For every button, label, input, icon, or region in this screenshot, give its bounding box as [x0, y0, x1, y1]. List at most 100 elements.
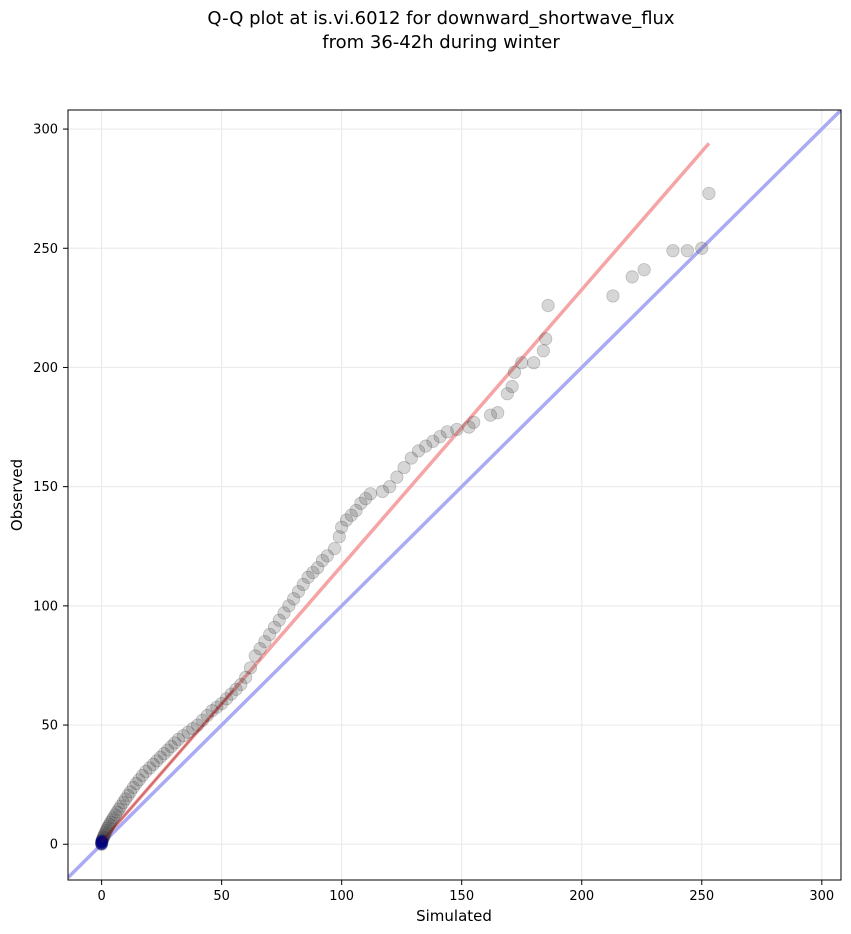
- data-point: [119, 792, 133, 806]
- data-point: [505, 379, 519, 394]
- x-tick-label: 300: [809, 889, 834, 904]
- x-tick-label: 150: [449, 889, 474, 904]
- data-point: [104, 815, 118, 829]
- data-point: [239, 670, 253, 684]
- data-point: [411, 444, 426, 458]
- data-point: [116, 795, 130, 810]
- data-point: [359, 491, 373, 506]
- data-point: [181, 725, 195, 739]
- data-point: [219, 692, 234, 706]
- data-point: [210, 700, 224, 714]
- reference-lines: [68, 110, 841, 879]
- data-point: [702, 186, 716, 201]
- data-point: [680, 244, 694, 258]
- y-tick-label: 200: [33, 361, 58, 376]
- data-point: [126, 780, 140, 795]
- data-point: [272, 613, 286, 627]
- data-point: [515, 356, 529, 370]
- data-point: [301, 570, 315, 584]
- x-tick-label: 50: [213, 889, 230, 904]
- plot-frame: [67, 109, 842, 881]
- data-point-low: [96, 834, 109, 847]
- data-point: [263, 627, 277, 642]
- x-tick-label: 200: [569, 889, 594, 904]
- data-point: [121, 788, 135, 802]
- data-point: [107, 810, 121, 825]
- data-point: [139, 764, 153, 779]
- data-point: [258, 635, 272, 649]
- data-point: [539, 332, 553, 346]
- data-point: [354, 496, 368, 510]
- data-point: [161, 743, 175, 757]
- data-point: [105, 813, 119, 827]
- y-axis-ticks: 0 50 100 150 200 250 300: [33, 123, 68, 853]
- data-point: [507, 365, 522, 379]
- data-point: [200, 708, 214, 723]
- data-point: [215, 696, 229, 711]
- chart-title-line-1: Q-Q plot at is.vi.6012 for downward_shor…: [207, 8, 675, 29]
- data-point: [157, 747, 171, 761]
- data-point: [491, 406, 505, 420]
- data-point: [320, 549, 334, 563]
- data-point: [404, 451, 418, 465]
- data-point: [349, 503, 363, 518]
- data-point: [108, 808, 122, 822]
- data-point: [397, 460, 411, 475]
- data-point: [363, 487, 378, 501]
- data-point: [253, 642, 267, 656]
- data-point: [500, 387, 514, 401]
- data-point: [390, 470, 404, 484]
- data-point: [306, 565, 320, 580]
- data-point: [375, 484, 390, 499]
- data-point: [666, 244, 680, 258]
- data-point: [171, 732, 186, 746]
- identity-line: [68, 110, 841, 879]
- data-point: [315, 553, 330, 568]
- x-tick-label: 250: [689, 889, 714, 904]
- y-tick-label: 150: [33, 480, 58, 495]
- data-point: [101, 820, 115, 834]
- y-tick-label: 0: [50, 838, 58, 853]
- data-point: [176, 729, 190, 743]
- data-point: [462, 420, 476, 434]
- data-point: [483, 408, 498, 422]
- data-point: [277, 606, 291, 620]
- data-point: [527, 356, 541, 370]
- data-point: [335, 520, 349, 534]
- data-point: [229, 682, 243, 696]
- data-point: [419, 439, 433, 453]
- data-point: [100, 821, 114, 836]
- data-point: [606, 289, 620, 303]
- plot-border: [67, 109, 842, 881]
- y-tick-label: 250: [33, 242, 58, 257]
- data-point: [146, 757, 160, 771]
- data-point: [143, 761, 157, 775]
- data-point: [440, 425, 454, 439]
- data-point: [637, 263, 651, 277]
- fit-line-overlay: [100, 689, 235, 843]
- data-point: [311, 561, 325, 575]
- data-point: [205, 704, 219, 718]
- data-point: [224, 687, 238, 701]
- x-axis-label: Simulated: [416, 907, 492, 925]
- data-point: [383, 480, 397, 494]
- data-point: [536, 344, 550, 358]
- data-point: [168, 736, 182, 750]
- data-point: [695, 241, 709, 255]
- data-point: [344, 508, 358, 522]
- data-point: [129, 776, 143, 791]
- data-point: [135, 768, 150, 783]
- x-tick-label: 100: [329, 889, 354, 904]
- y-axis-label: Observed: [8, 459, 26, 531]
- data-point: [243, 661, 258, 675]
- data-point: [248, 649, 262, 663]
- x-tick-label: 0: [97, 889, 105, 904]
- y-tick-label: 300: [33, 123, 58, 138]
- data-point: [267, 620, 282, 634]
- data-point: [112, 802, 126, 816]
- data-point: [450, 422, 464, 437]
- data-point: [426, 434, 440, 448]
- y-tick-label: 50: [41, 719, 58, 734]
- data-point: [153, 750, 168, 764]
